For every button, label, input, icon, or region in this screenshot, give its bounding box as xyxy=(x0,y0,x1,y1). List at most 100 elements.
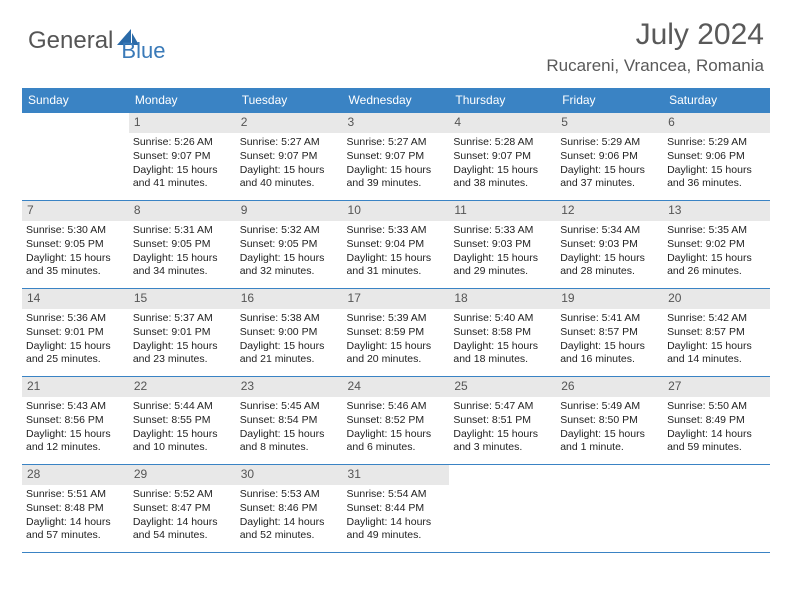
calendar-day-cell: 19 Sunrise: 5:41 AMSunset: 8:57 PMDayligh… xyxy=(556,289,663,377)
day-number: 25 xyxy=(449,377,556,397)
calendar-week-row: 14 Sunrise: 5:36 AMSunset: 9:01 PMDayligh… xyxy=(22,289,770,377)
weekday-header: Saturday xyxy=(663,88,770,113)
day-details: Sunrise: 5:45 AMSunset: 8:54 PMDaylight:… xyxy=(240,400,339,455)
calendar-day-cell: 27 Sunrise: 5:50 AMSunset: 8:49 PMDayligh… xyxy=(663,377,770,465)
day-number: 6 xyxy=(663,113,770,133)
calendar-week-row: 28 Sunrise: 5:51 AMSunset: 8:48 PMDayligh… xyxy=(22,465,770,553)
calendar-day-cell: 12Sunrise: 5:34 AMSunset: 9:03 PMDayligh… xyxy=(556,201,663,289)
day-details: Sunrise: 5:32 AMSunset: 9:05 PMDaylight:… xyxy=(240,224,339,279)
calendar-day-cell: 5 Sunrise: 5:29 AMSunset: 9:06 PMDaylight… xyxy=(556,113,663,201)
day-number: 11 xyxy=(449,201,556,221)
day-number: 22 xyxy=(129,377,236,397)
calendar-day-cell: 17 Sunrise: 5:39 AMSunset: 8:59 PMDayligh… xyxy=(343,289,450,377)
calendar-day-cell: 24 Sunrise: 5:46 AMSunset: 8:52 PMDayligh… xyxy=(343,377,450,465)
day-details: Sunrise: 5:27 AMSunset: 9:07 PMDaylight:… xyxy=(347,136,446,191)
day-number: 26 xyxy=(556,377,663,397)
logo-text-2: Blue xyxy=(121,38,165,64)
day-details: Sunrise: 5:31 AMSunset: 9:05 PMDaylight:… xyxy=(133,224,232,279)
calendar-day-cell: 18Sunrise: 5:40 AMSunset: 8:58 PMDayligh… xyxy=(449,289,556,377)
day-number: 3 xyxy=(343,113,450,133)
weekday-header: Friday xyxy=(556,88,663,113)
day-number xyxy=(556,465,663,485)
calendar-day-cell: 11 Sunrise: 5:33 AMSunset: 9:03 PMDayligh… xyxy=(449,201,556,289)
calendar-day-cell: 30 Sunrise: 5:53 AMSunset: 8:46 PMDayligh… xyxy=(236,465,343,553)
day-number: 12 xyxy=(556,201,663,221)
header: General Blue July 2024 Rucareni, Vrancea… xyxy=(0,0,792,82)
day-number: 20 xyxy=(663,289,770,309)
day-number: 31 xyxy=(343,465,450,485)
day-number: 10 xyxy=(343,201,450,221)
day-details: Sunrise: 5:33 AMSunset: 9:03 PMDaylight:… xyxy=(453,224,552,279)
day-details: Sunrise: 5:51 AMSunset: 8:48 PMDaylight:… xyxy=(26,488,125,543)
day-details: Sunrise: 5:42 AMSunset: 8:57 PMDaylight:… xyxy=(667,312,766,367)
day-number: 17 xyxy=(343,289,450,309)
calendar-day-cell: 3 Sunrise: 5:27 AMSunset: 9:07 PMDaylight… xyxy=(343,113,450,201)
weekday-header: Sunday xyxy=(22,88,129,113)
day-details: Sunrise: 5:29 AMSunset: 9:06 PMDaylight:… xyxy=(667,136,766,191)
day-number: 18 xyxy=(449,289,556,309)
calendar-day-cell: 7 Sunrise: 5:30 AMSunset: 9:05 PMDaylight… xyxy=(22,201,129,289)
day-number: 9 xyxy=(236,201,343,221)
day-details: Sunrise: 5:26 AMSunset: 9:07 PMDaylight:… xyxy=(133,136,232,191)
calendar-day-cell: 21Sunrise: 5:43 AMSunset: 8:56 PMDayligh… xyxy=(22,377,129,465)
calendar-day-cell: 10 Sunrise: 5:33 AMSunset: 9:04 PMDayligh… xyxy=(343,201,450,289)
day-details: Sunrise: 5:28 AMSunset: 9:07 PMDaylight:… xyxy=(453,136,552,191)
day-details: Sunrise: 5:53 AMSunset: 8:46 PMDaylight:… xyxy=(240,488,339,543)
day-number: 28 xyxy=(22,465,129,485)
calendar-day-cell: 31 Sunrise: 5:54 AMSunset: 8:44 PMDayligh… xyxy=(343,465,450,553)
day-number: 16 xyxy=(236,289,343,309)
day-details: Sunrise: 5:38 AMSunset: 9:00 PMDaylight:… xyxy=(240,312,339,367)
day-number: 14 xyxy=(22,289,129,309)
calendar-day-cell xyxy=(663,465,770,553)
day-number: 2 xyxy=(236,113,343,133)
weekday-header: Wednesday xyxy=(343,88,450,113)
day-number: 7 xyxy=(22,201,129,221)
weekday-header: Monday xyxy=(129,88,236,113)
day-number xyxy=(663,465,770,485)
day-number: 27 xyxy=(663,377,770,397)
calendar-day-cell: 6 Sunrise: 5:29 AMSunset: 9:06 PMDaylight… xyxy=(663,113,770,201)
day-details: Sunrise: 5:41 AMSunset: 8:57 PMDaylight:… xyxy=(560,312,659,367)
day-details: Sunrise: 5:30 AMSunset: 9:05 PMDaylight:… xyxy=(26,224,125,279)
calendar-day-cell: 13 Sunrise: 5:35 AMSunset: 9:02 PMDayligh… xyxy=(663,201,770,289)
day-details: Sunrise: 5:36 AMSunset: 9:01 PMDaylight:… xyxy=(26,312,125,367)
day-number: 30 xyxy=(236,465,343,485)
day-details: Sunrise: 5:47 AMSunset: 8:51 PMDaylight:… xyxy=(453,400,552,455)
calendar-day-cell: 29Sunrise: 5:52 AMSunset: 8:47 PMDayligh… xyxy=(129,465,236,553)
calendar-table: SundayMondayTuesdayWednesdayThursdayFrid… xyxy=(22,88,770,553)
day-details: Sunrise: 5:46 AMSunset: 8:52 PMDaylight:… xyxy=(347,400,446,455)
logo-text-1: General xyxy=(28,27,113,55)
calendar-day-cell: 26 Sunrise: 5:49 AMSunset: 8:50 PMDayligh… xyxy=(556,377,663,465)
calendar-week-row: 1 Sunrise: 5:26 AMSunset: 9:07 PMDaylight… xyxy=(22,113,770,201)
day-number: 24 xyxy=(343,377,450,397)
day-number: 19 xyxy=(556,289,663,309)
day-number xyxy=(449,465,556,485)
day-number: 8 xyxy=(129,201,236,221)
calendar-day-cell: 25 Sunrise: 5:47 AMSunset: 8:51 PMDayligh… xyxy=(449,377,556,465)
day-details: Sunrise: 5:33 AMSunset: 9:04 PMDaylight:… xyxy=(347,224,446,279)
day-number: 5 xyxy=(556,113,663,133)
calendar-day-cell: 20 Sunrise: 5:42 AMSunset: 8:57 PMDayligh… xyxy=(663,289,770,377)
day-details: Sunrise: 5:35 AMSunset: 9:02 PMDaylight:… xyxy=(667,224,766,279)
day-details: Sunrise: 5:49 AMSunset: 8:50 PMDaylight:… xyxy=(560,400,659,455)
calendar-header: SundayMondayTuesdayWednesdayThursdayFrid… xyxy=(22,88,770,113)
month-title: July 2024 xyxy=(546,18,764,52)
day-number: 21 xyxy=(22,377,129,397)
day-details: Sunrise: 5:54 AMSunset: 8:44 PMDaylight:… xyxy=(347,488,446,543)
calendar-week-row: 21Sunrise: 5:43 AMSunset: 8:56 PMDayligh… xyxy=(22,377,770,465)
day-details: Sunrise: 5:39 AMSunset: 8:59 PMDaylight:… xyxy=(347,312,446,367)
day-number: 1 xyxy=(129,113,236,133)
calendar-day-cell: 4Sunrise: 5:28 AMSunset: 9:07 PMDaylight… xyxy=(449,113,556,201)
day-details: Sunrise: 5:50 AMSunset: 8:49 PMDaylight:… xyxy=(667,400,766,455)
calendar-day-cell: 14 Sunrise: 5:36 AMSunset: 9:01 PMDayligh… xyxy=(22,289,129,377)
calendar-day-cell: 8 Sunrise: 5:31 AMSunset: 9:05 PMDaylight… xyxy=(129,201,236,289)
calendar-day-cell: 22Sunrise: 5:44 AMSunset: 8:55 PMDayligh… xyxy=(129,377,236,465)
day-details: Sunrise: 5:52 AMSunset: 8:47 PMDaylight:… xyxy=(133,488,232,543)
day-number: 13 xyxy=(663,201,770,221)
calendar-day-cell: 9 Sunrise: 5:32 AMSunset: 9:05 PMDaylight… xyxy=(236,201,343,289)
calendar-day-cell: 23Sunrise: 5:45 AMSunset: 8:54 PMDayligh… xyxy=(236,377,343,465)
calendar-body: 1 Sunrise: 5:26 AMSunset: 9:07 PMDaylight… xyxy=(22,113,770,553)
day-details: Sunrise: 5:29 AMSunset: 9:06 PMDaylight:… xyxy=(560,136,659,191)
location: Rucareni, Vrancea, Romania xyxy=(546,56,764,76)
logo: General Blue xyxy=(28,18,165,64)
